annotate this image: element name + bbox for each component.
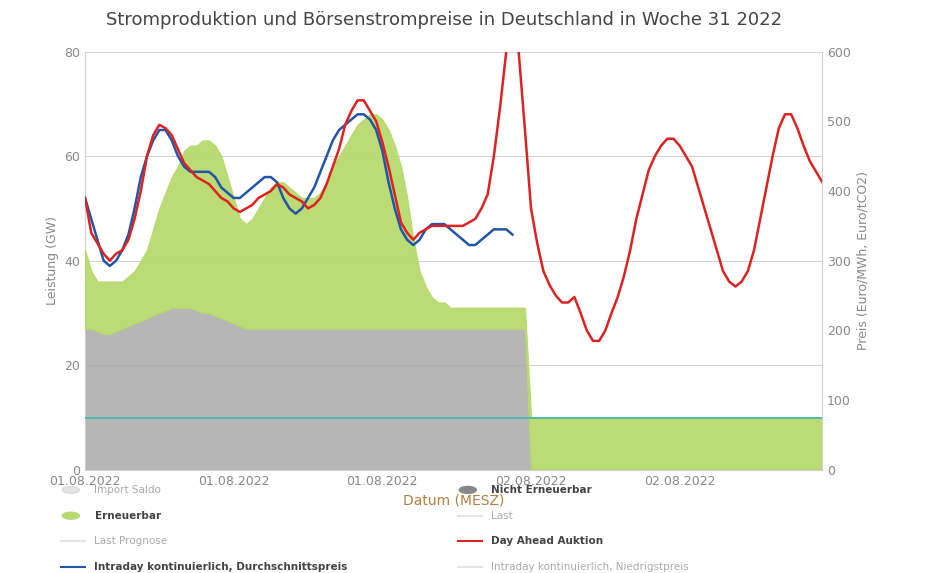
Text: Last: Last — [491, 511, 513, 521]
Y-axis label: Leistung (GW): Leistung (GW) — [45, 216, 59, 305]
Text: Erneuerbar: Erneuerbar — [94, 511, 160, 521]
Y-axis label: Preis (Euro/MWh, Euro/tCO2): Preis (Euro/MWh, Euro/tCO2) — [855, 171, 868, 350]
Text: Import Saldo: Import Saldo — [94, 485, 161, 495]
Text: Intraday kontinuierlich, Niedrigstpreis: Intraday kontinuierlich, Niedrigstpreis — [491, 562, 688, 572]
Text: Day Ahead Auktion: Day Ahead Auktion — [491, 536, 603, 547]
Text: Stromproduktion und Börsenstrompreise in Deutschland in Woche 31 2022: Stromproduktion und Börsenstrompreise in… — [106, 11, 782, 29]
Text: Nicht Erneuerbar: Nicht Erneuerbar — [491, 485, 592, 495]
Text: Intraday kontinuierlich, Durchschnittspreis: Intraday kontinuierlich, Durchschnittspr… — [94, 562, 347, 572]
Text: Last Prognose: Last Prognose — [94, 536, 167, 547]
X-axis label: Datum (MESZ): Datum (MESZ) — [402, 493, 504, 507]
